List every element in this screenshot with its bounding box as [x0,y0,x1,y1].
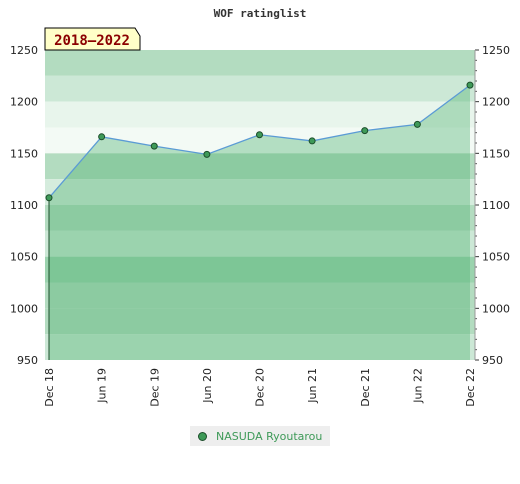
band-2 [45,101,475,128]
x-tick-6: Dec 21 [359,368,372,407]
y-tick-left-1200: 1200 [10,96,38,109]
x-tick-4: Dec 20 [254,368,267,407]
band-1 [45,75,475,102]
legend-series-label: NASUDA Ryoutarou [216,429,323,443]
y-tick-right-1100: 1100 [482,199,510,212]
band-5 [45,179,475,205]
y-tick-right-1250: 1250 [482,44,510,57]
data-point-2 [150,142,158,150]
band-4 [45,153,475,180]
axes: 950 950 1000 1000 1050 1050 1100 1100 1150 1150 12… [10,44,510,407]
y-tick-left-1250: 1250 [10,44,38,57]
legend: NASUDA Ryoutarou [190,426,330,446]
x-tick-1: Jun 19 [96,368,109,404]
background-bands [45,50,475,360]
y-tick-right-1000: 1000 [482,302,510,315]
y-tick-right-1200: 1200 [482,96,510,109]
data-point-3 [203,150,211,158]
badge-label: 2018–2022 [54,33,130,49]
y-tick-right-1050: 1050 [482,251,510,264]
band-11 [45,334,475,360]
x-tick-0: Dec 18 [43,368,56,407]
data-point-6 [361,127,369,135]
badge-box [44,27,141,51]
area-fill [49,85,470,360]
y-tick-left-1100: 1100 [10,199,38,212]
data-point-0 [45,194,53,202]
rating-markers [45,81,474,202]
x-tick-7: Jun 22 [411,368,424,404]
band-6 [45,205,475,231]
y-tick-left-950: 950 [17,354,38,367]
band-9 [45,282,475,309]
x-tick-2: Dec 19 [148,368,161,407]
data-point-4 [256,131,263,139]
data-point-5 [308,137,316,145]
y-tick-left-1050: 1050 [10,251,38,264]
y-tick-right-1150: 1150 [482,147,510,160]
data-point-1 [98,133,106,141]
chart-title: WOF ratinglist [214,7,307,20]
period-badge: 2018–2022 [44,27,141,51]
band-7 [45,230,475,257]
band-0 [45,50,475,76]
data-point-7 [413,120,421,128]
x-tick-8: Dec 22 [464,368,477,407]
data-point-8 [466,81,474,89]
y-tick-right-950: 950 [482,354,503,367]
y-tick-left-1000: 1000 [10,302,38,315]
band-10 [45,308,475,335]
y-tick-left-1150: 1150 [10,147,38,160]
legend-marker-icon [198,431,207,441]
x-tick-5: Jun 21 [306,368,319,404]
band-8 [45,256,475,283]
x-tick-3: Jun 20 [201,368,214,404]
